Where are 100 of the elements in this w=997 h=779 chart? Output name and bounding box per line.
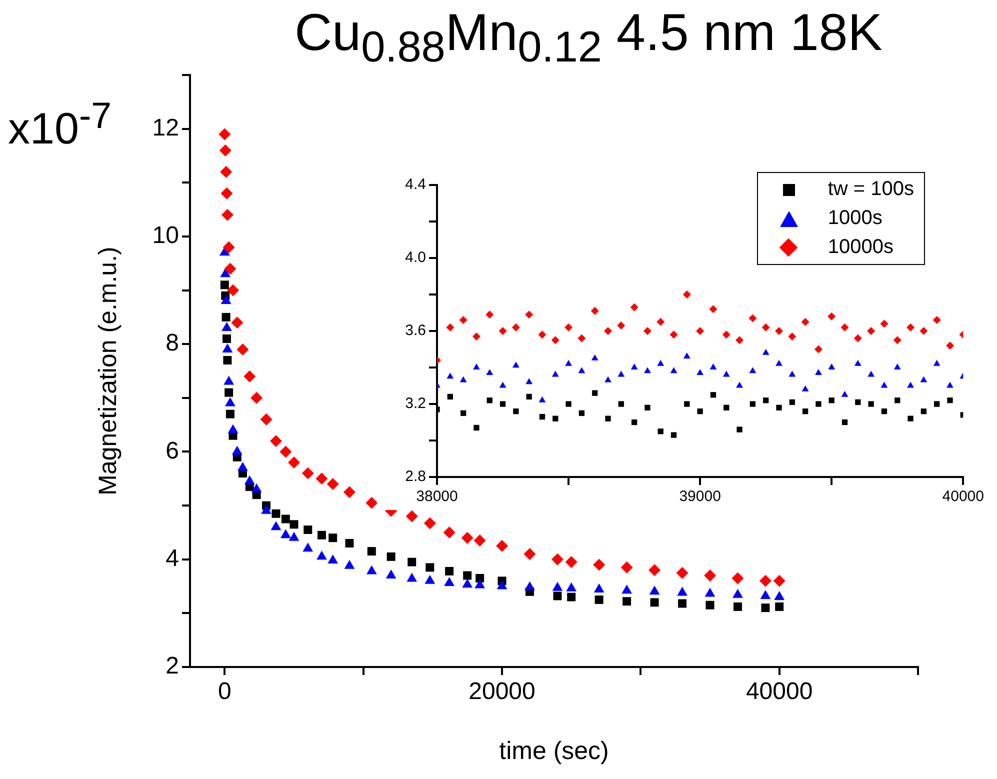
point <box>326 478 339 490</box>
point <box>280 529 291 538</box>
point <box>220 280 229 290</box>
point <box>773 574 786 587</box>
x-tick-label: 0 <box>218 678 232 706</box>
point <box>676 566 688 579</box>
point <box>270 434 282 447</box>
point <box>302 542 314 552</box>
point <box>288 532 300 541</box>
y-tick-label: 4.0 <box>405 249 426 266</box>
point <box>946 342 954 350</box>
point <box>219 144 232 156</box>
point <box>551 336 560 344</box>
point <box>710 364 717 370</box>
point <box>622 597 632 606</box>
point <box>618 401 624 407</box>
point <box>224 376 234 385</box>
point <box>578 410 585 416</box>
point <box>496 580 508 590</box>
point <box>828 312 836 320</box>
legend-label: 1000s <box>828 207 882 230</box>
point <box>474 534 486 547</box>
point <box>221 208 234 221</box>
point <box>776 360 782 366</box>
point <box>828 398 834 404</box>
point <box>472 364 480 370</box>
point <box>644 367 651 374</box>
point <box>270 521 282 530</box>
point <box>218 128 231 140</box>
point <box>222 241 235 254</box>
point <box>486 310 494 319</box>
point <box>644 404 650 410</box>
point <box>317 530 326 540</box>
point <box>222 343 233 352</box>
x-tick-label: 20000 <box>468 678 536 706</box>
point <box>367 547 376 556</box>
point <box>460 410 466 416</box>
point <box>814 368 822 375</box>
point <box>220 166 232 178</box>
point <box>222 312 230 322</box>
point <box>759 574 772 587</box>
point <box>774 327 783 335</box>
point <box>696 368 704 375</box>
point <box>386 570 396 579</box>
point <box>622 584 632 594</box>
point <box>722 330 730 339</box>
point <box>231 316 244 329</box>
point <box>678 599 687 608</box>
point <box>591 354 598 360</box>
point <box>424 574 436 584</box>
point <box>907 382 914 388</box>
point <box>643 327 652 335</box>
point <box>881 408 888 414</box>
point <box>447 394 453 400</box>
point <box>946 382 954 388</box>
point <box>566 582 577 592</box>
point <box>446 323 454 332</box>
point <box>513 408 519 414</box>
point <box>670 330 678 339</box>
point <box>594 584 604 592</box>
point <box>648 564 661 576</box>
point <box>736 426 742 432</box>
point <box>344 560 355 569</box>
point <box>867 327 876 335</box>
point <box>706 600 714 610</box>
point <box>733 602 742 611</box>
point <box>244 370 256 382</box>
point <box>474 424 480 431</box>
point <box>649 586 660 595</box>
point <box>345 538 354 548</box>
point <box>854 334 862 342</box>
point <box>749 367 756 374</box>
point <box>538 330 546 339</box>
point <box>868 401 874 407</box>
point <box>565 556 578 568</box>
point <box>316 550 327 560</box>
point <box>776 404 782 410</box>
point <box>578 334 586 342</box>
point <box>894 364 901 370</box>
point <box>684 401 690 407</box>
point <box>244 475 255 484</box>
point <box>261 504 272 514</box>
x-tick-label: 38000 <box>416 488 458 506</box>
point <box>220 187 233 200</box>
point <box>697 408 703 414</box>
y-tick-label: 4.4 <box>405 176 426 194</box>
point <box>222 322 232 331</box>
point <box>750 401 756 407</box>
point <box>499 382 506 388</box>
point <box>709 305 718 314</box>
text: x10$^{-7}$ <box>8 95 112 155</box>
point <box>604 327 612 335</box>
point <box>762 323 770 332</box>
x-tick-label: 40000 <box>942 488 984 506</box>
point <box>880 382 888 388</box>
y-tick-label: 6 <box>166 437 179 464</box>
point <box>237 462 248 471</box>
point <box>670 432 677 438</box>
point <box>724 404 730 410</box>
point <box>460 376 467 382</box>
